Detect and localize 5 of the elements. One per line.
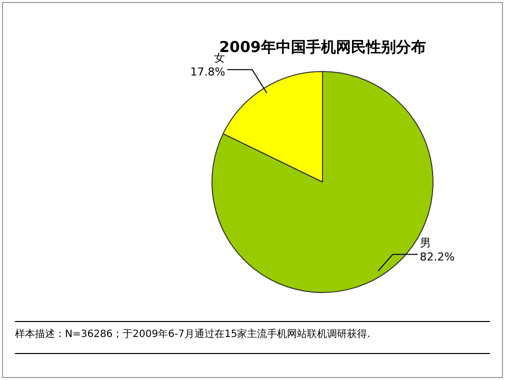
data-label: 82.2% [420,250,455,264]
text: 样本描述：N=36286；于2009年6-7月通过在15家主流手机网站联机调研获得. [15,321,490,354]
slice-label: 男 [420,236,431,250]
data-label: 17.8% [190,66,226,79]
slice-label: 女 [214,52,226,65]
